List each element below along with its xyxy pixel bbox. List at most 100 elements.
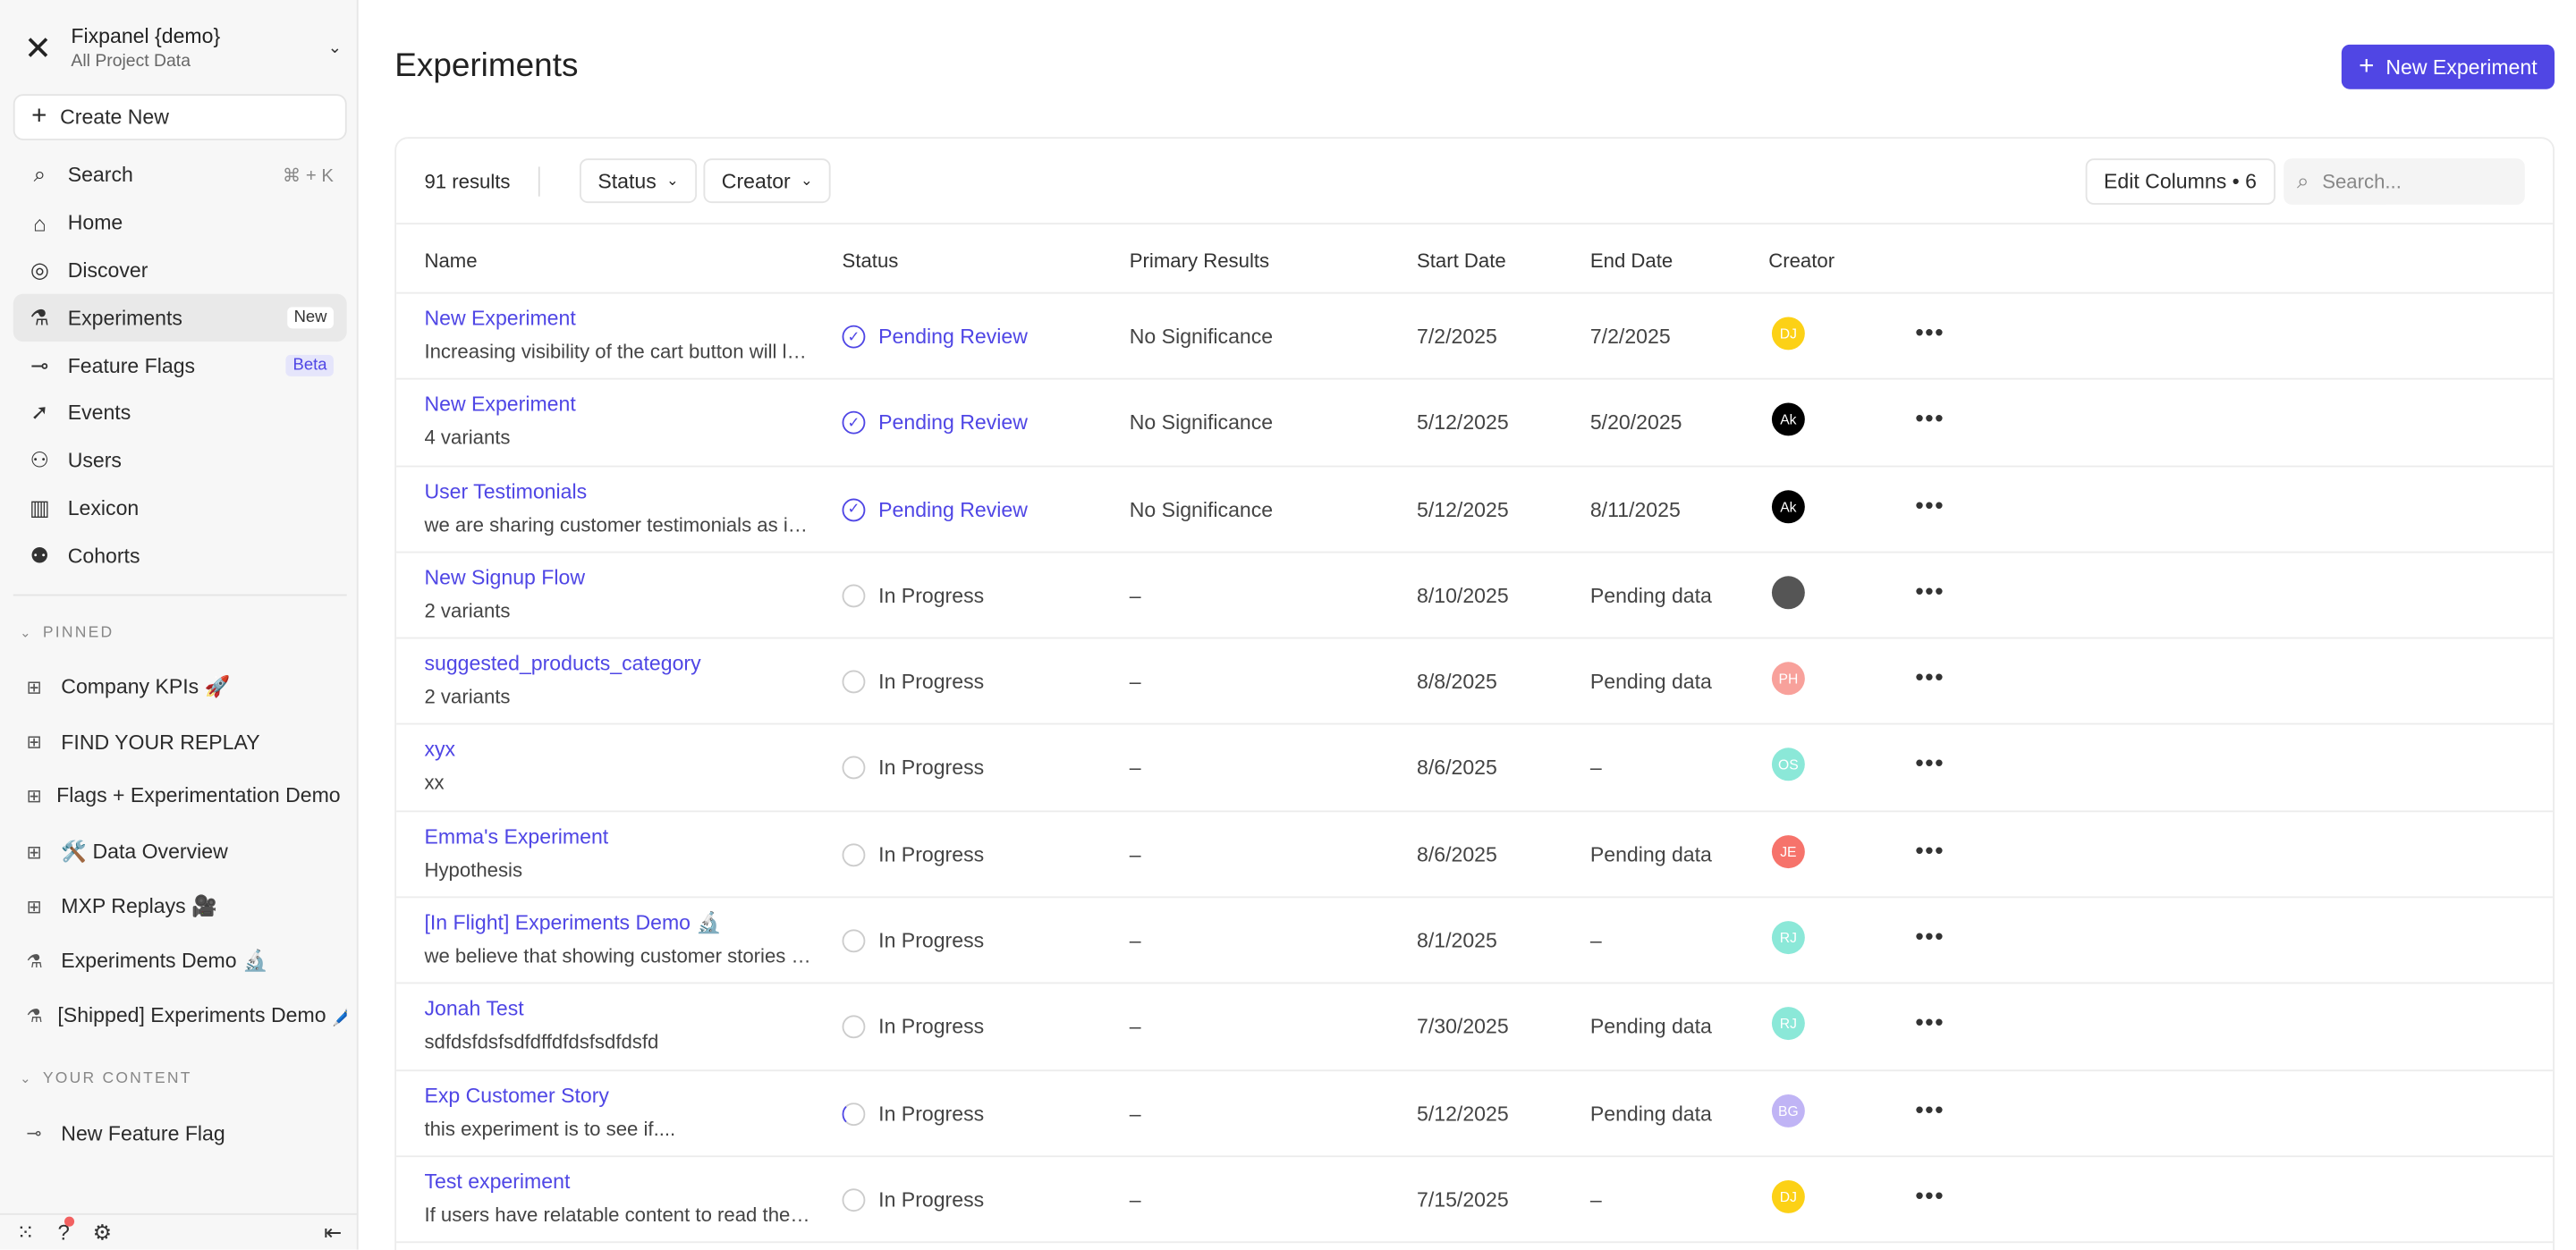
status-label: In Progress: [878, 756, 985, 781]
plus-icon: +: [31, 102, 47, 131]
experiment-name-link[interactable]: Test experiment: [424, 1170, 571, 1194]
table-row[interactable]: Emma's Experiment Hypothesis In Progress – 8…: [396, 812, 2554, 899]
table-row[interactable]: New Experiment 4 variants ✓ Pending Review N…: [396, 380, 2554, 467]
collapse-sidebar-icon[interactable]: ⇤: [324, 1219, 343, 1245]
table-row[interactable]: New Signup Flow 2 variants In Progress – 8/1…: [396, 553, 2554, 639]
status-filter[interactable]: Status ⌄: [580, 158, 698, 204]
main-content: Experiments + New Experiment 91 results S…: [360, 0, 2576, 1250]
sidebar-item-users[interactable]: ⚇ Users: [13, 437, 347, 485]
table-row[interactable]: New Experiment Increasing visibility of t…: [396, 294, 2554, 381]
more-options-icon[interactable]: •••: [1915, 836, 1945, 864]
sidebar-item-experiments[interactable]: ⚗ Experiments New: [13, 294, 347, 342]
experiment-description: Increasing visibility of the cart button…: [424, 340, 812, 364]
flask-icon: ⚗: [26, 1007, 43, 1027]
sidebar-item-cohorts[interactable]: ⚉ Cohorts: [13, 532, 347, 579]
start-date: 8/8/2025: [1416, 670, 1497, 694]
project-switcher[interactable]: ✕ Fixpanel {demo} All Project Data ⌄: [20, 20, 342, 76]
table-row[interactable]: Test experiment If users have relatable c…: [396, 1157, 2554, 1244]
create-new-button[interactable]: + Create New: [13, 94, 347, 140]
progress-circle-icon: [842, 929, 866, 953]
status-badge: In Progress: [842, 1188, 984, 1212]
start-date: 7/30/2025: [1416, 1016, 1509, 1039]
pinned-item[interactable]: ⊞ 🛠️ Data Overview: [13, 824, 347, 879]
more-options-icon[interactable]: •••: [1915, 1009, 1945, 1036]
experiment-description: sdfdsfdsfsdfdffdfdsfsdfdsfd: [424, 1030, 659, 1054]
search-input[interactable]: [2322, 170, 2504, 193]
experiment-name-link[interactable]: Exp Customer Story: [424, 1084, 609, 1108]
pinned-item-label: Experiments Demo 🔬: [61, 949, 268, 973]
pinned-section-toggle[interactable]: ⌄ PINNED: [20, 624, 114, 642]
more-options-icon[interactable]: •••: [1915, 923, 1945, 950]
pinned-item[interactable]: ⊞ MXP Replays 🎥: [13, 880, 347, 934]
more-options-icon[interactable]: •••: [1915, 1181, 1945, 1209]
pinned-item[interactable]: ⊸ New Feature Flag: [13, 1106, 347, 1161]
more-options-icon[interactable]: •••: [1915, 577, 1945, 604]
table-row[interactable]: Exp Customer Story this experiment is to …: [396, 1071, 2554, 1158]
column-header[interactable]: End Date: [1589, 249, 1674, 273]
more-options-icon[interactable]: •••: [1915, 318, 1945, 345]
primary-result: No Significance: [1129, 497, 1274, 521]
experiment-name-link[interactable]: New Signup Flow: [424, 566, 586, 589]
start-date: 8/1/2025: [1416, 929, 1497, 953]
start-date: 5/12/2025: [1416, 497, 1509, 521]
pinned-item[interactable]: ⚗ [Shipped] Experiments Demo 🖊️: [13, 989, 347, 1043]
column-header[interactable]: Status: [842, 249, 899, 273]
more-options-icon[interactable]: •••: [1915, 1095, 1945, 1122]
sidebar-item-label: Search: [67, 164, 133, 188]
progress-circle-icon: [842, 1102, 866, 1126]
edit-columns-button[interactable]: Edit Columns • 6: [2085, 158, 2275, 205]
pinned-item[interactable]: ⊞ Flags + Experimentation Demo 🧪: [13, 770, 347, 824]
toggle-icon: ⊸: [26, 1124, 42, 1144]
experiment-name-link[interactable]: New Experiment: [424, 307, 576, 331]
avatar: PH: [1771, 662, 1805, 696]
pinned-item[interactable]: ⊞ Company KPIs 🚀: [13, 660, 347, 714]
gear-icon[interactable]: ⚙: [92, 1219, 113, 1245]
sidebar-item-label: Home: [67, 211, 123, 235]
more-options-icon[interactable]: •••: [1915, 404, 1945, 432]
pinned-item[interactable]: ⚗ Experiments Demo 🔬: [13, 934, 347, 989]
table-row[interactable]: xyx xx In Progress – 8/6/2025 – OS •••: [396, 725, 2554, 812]
column-header[interactable]: Start Date: [1416, 249, 1506, 273]
experiment-name-link[interactable]: Jonah Test: [424, 997, 524, 1021]
apps-grid-icon[interactable]: ⁙: [16, 1219, 35, 1245]
table-row[interactable]: User Testimonials we are sharing customer…: [396, 467, 2554, 553]
column-header[interactable]: Primary Results: [1129, 249, 1270, 273]
sidebar-item-discover[interactable]: ◎ Discover: [13, 247, 347, 294]
experiment-name-link[interactable]: New Experiment: [424, 393, 576, 417]
users-icon: ⚇: [30, 447, 50, 473]
more-options-icon[interactable]: •••: [1915, 663, 1945, 691]
end-date: Pending data: [1589, 1016, 1712, 1039]
table-row[interactable]: [In Flight] Experiments Demo 🔬 we believe…: [396, 898, 2554, 984]
table-row[interactable]: suggested_products_category 2 variants In …: [396, 639, 2554, 726]
search-box: ⌕: [2284, 158, 2525, 205]
experiment-name-link[interactable]: User Testimonials: [424, 479, 588, 503]
experiment-name-link[interactable]: [In Flight] Experiments Demo 🔬: [424, 911, 723, 935]
column-header[interactable]: Creator: [1768, 249, 1835, 273]
column-header[interactable]: Name: [424, 249, 478, 273]
flask-icon: ⚗: [30, 305, 50, 330]
pinned-item[interactable]: ⊞ FIND YOUR REPLAY: [13, 715, 347, 770]
sidebar-item-events[interactable]: ➚ Events: [13, 390, 347, 437]
more-options-icon[interactable]: •••: [1915, 491, 1945, 518]
your-content-section-toggle[interactable]: ⌄ YOUR CONTENT: [20, 1069, 192, 1087]
experiment-name-link[interactable]: xyx: [424, 739, 456, 762]
sidebar-item-search[interactable]: ⌕ Search ⌘ + K: [13, 152, 347, 199]
new-experiment-button[interactable]: + New Experiment: [2341, 44, 2555, 89]
creator-filter[interactable]: Creator ⌄: [703, 158, 832, 204]
sidebar-item-label: Lexicon: [67, 496, 140, 520]
experiment-description: we believe that showing customer stories…: [424, 944, 812, 967]
help-icon[interactable]: ?: [57, 1216, 75, 1245]
table-row[interactable]: Jonah Test sdfdsfdsfsdfdffdfdsfsdfdsfd In …: [396, 984, 2554, 1071]
chevron-down-icon: ⌄: [800, 171, 813, 189]
sidebar-item-feature-flags[interactable]: ⊸ Feature Flags Beta: [13, 342, 347, 389]
shortcut-hint: ⌘ + K: [282, 166, 334, 187]
sidebar-item-home[interactable]: ⌂ Home: [13, 199, 347, 247]
more-options-icon[interactable]: •••: [1915, 750, 1945, 777]
status-label: In Progress: [878, 842, 985, 866]
experiment-name-link[interactable]: suggested_products_category: [424, 652, 701, 676]
primary-result: No Significance: [1129, 325, 1274, 349]
experiment-name-link[interactable]: Emma's Experiment: [424, 824, 609, 849]
status-label: Pending Review: [878, 325, 1028, 349]
sidebar-item-lexicon[interactable]: ▥ Lexicon: [13, 485, 347, 532]
sidebar-footer: ⁙ ? ⚙ ⇤: [0, 1212, 359, 1250]
